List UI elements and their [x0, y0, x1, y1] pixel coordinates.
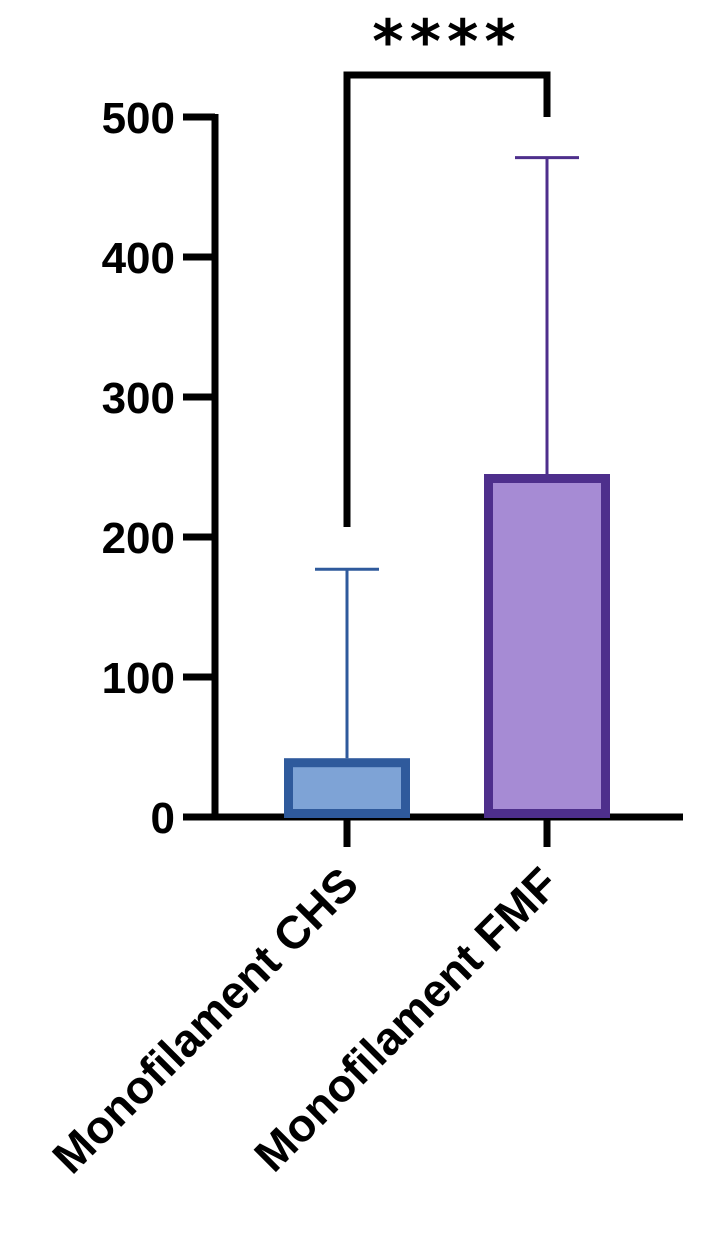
significance-layer: **** [343, 7, 551, 527]
y-tick-label: 0 [151, 794, 175, 843]
significance-label: **** [372, 7, 522, 77]
bar [284, 758, 410, 819]
y-tick-label: 400 [102, 234, 175, 283]
y-tick-label: 500 [102, 94, 175, 143]
bar [484, 474, 610, 818]
significance-bracket [343, 71, 551, 527]
bars-layer [284, 156, 610, 819]
y-tick-label: 100 [102, 654, 175, 703]
y-tick-label: 200 [102, 514, 175, 563]
y-tick-label: 300 [102, 374, 175, 423]
